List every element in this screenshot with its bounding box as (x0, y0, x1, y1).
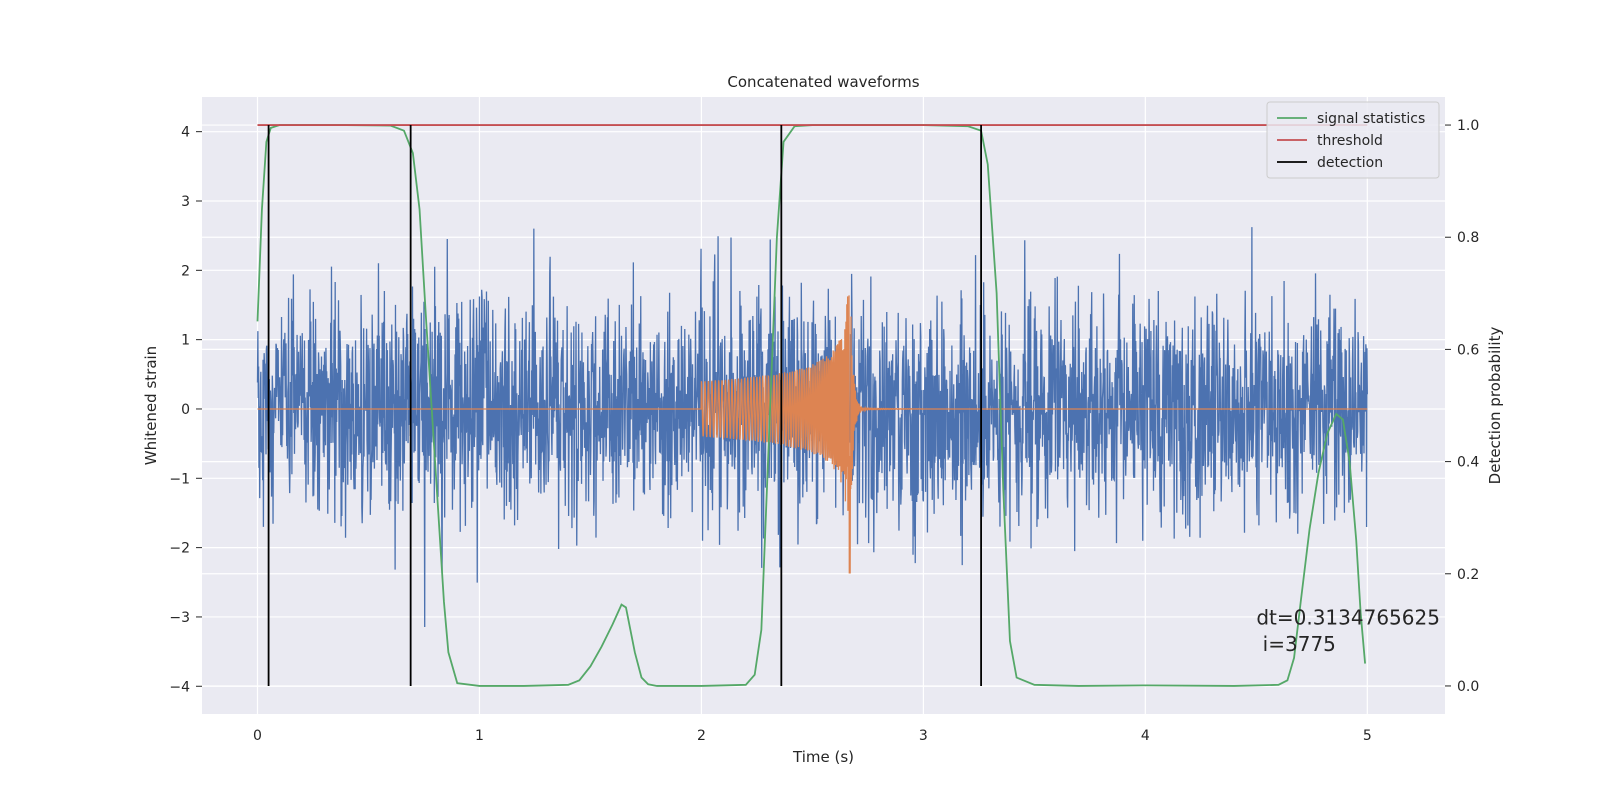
legend-label: threshold (1317, 133, 1383, 149)
noise-series-line (256, 227, 1368, 627)
y-tick-label: 2 (181, 263, 190, 279)
y-tick-label: 4 (181, 125, 190, 141)
y2-tick-label: 0.2 (1457, 567, 1479, 583)
annotation-text: i=3775 (1256, 632, 1336, 656)
y2-tick-label: 0.4 (1457, 455, 1479, 471)
legend-label: detection (1317, 155, 1383, 171)
x-tick-label: 5 (1363, 728, 1372, 744)
x-tick-label: 0 (253, 728, 262, 744)
y-tick-label: −1 (169, 471, 190, 487)
y-tick-label: 3 (181, 194, 190, 210)
x-tick-label: 4 (1141, 728, 1150, 744)
signal-statistics-line (256, 124, 1366, 687)
legend: signal statistics threshold detection (1266, 101, 1440, 179)
y-tick-label: 0 (181, 402, 190, 418)
chart-title: Concatenated waveforms (727, 73, 919, 91)
y-tick-label: −3 (169, 610, 190, 626)
x-tick-label: 2 (697, 728, 706, 744)
y-axis-label: Whitened strain (142, 346, 160, 465)
y-tick-label: −4 (169, 679, 190, 695)
x-axis-label: Time (s) (792, 748, 854, 766)
legend-box (1266, 101, 1440, 179)
annotations: dt=0.3134765625 i=3775 (1256, 605, 1440, 656)
y2-tick-label: 0.6 (1457, 342, 1479, 358)
y2-tick-label: 0.0 (1457, 679, 1479, 695)
x-tick-label: 1 (475, 728, 484, 744)
chirp-series-line (257, 295, 1368, 574)
series-layer (256, 124, 1368, 687)
y-tick-label: 1 (181, 333, 190, 349)
x-tick-label: 3 (919, 728, 928, 744)
y2-axis-label: Detection probability (1486, 327, 1504, 485)
y2-tick-label: 0.8 (1457, 230, 1479, 246)
y-tick-label: −2 (169, 541, 190, 557)
annotation-text: dt=0.3134765625 (1256, 605, 1440, 629)
legend-label: signal statistics (1317, 111, 1425, 127)
ticks: 0 1 2 3 4 5 −4 −3 −2 −1 0 1 2 3 4 0.0 0.2 0.4 0.6 0.8 1.0 (169, 118, 1479, 744)
y2-tick-label: 1.0 (1457, 118, 1479, 134)
